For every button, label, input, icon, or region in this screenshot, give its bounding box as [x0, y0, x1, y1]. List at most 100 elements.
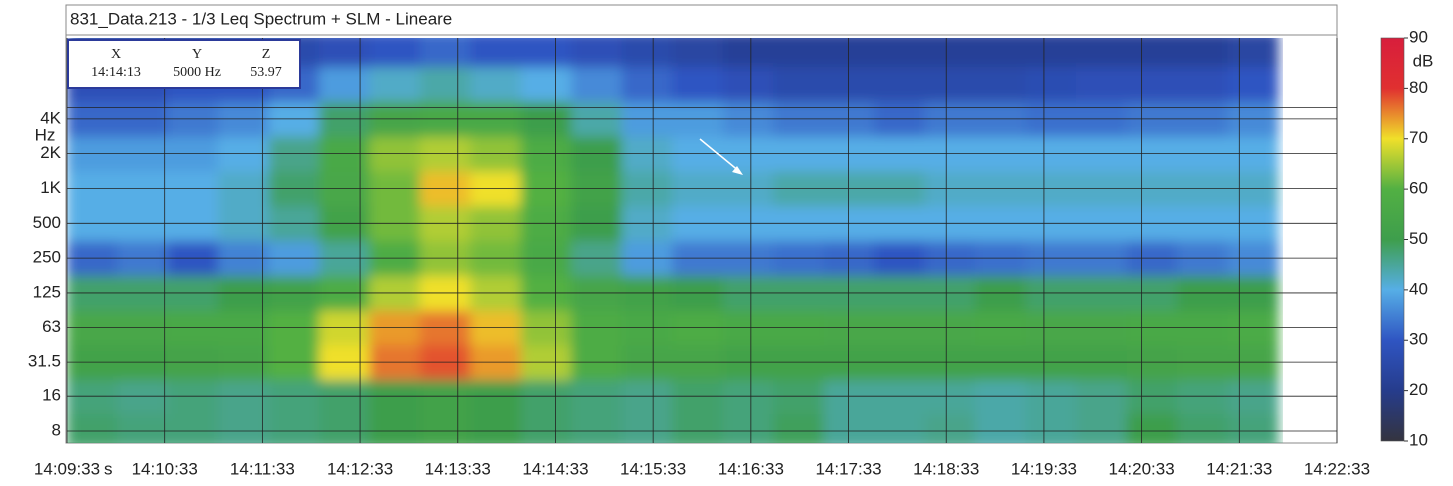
heat-cell: [874, 38, 926, 68]
heat-cell: [419, 66, 472, 102]
heat-cell: [924, 413, 977, 443]
heat-cell: [470, 66, 522, 102]
heat-cell: [975, 38, 1027, 68]
heat-cell: [1075, 413, 1128, 443]
heat-cell: [520, 66, 573, 102]
heat-cell: [975, 66, 1027, 102]
colorbar-tick-label: 80: [1409, 78, 1428, 97]
heat-cell: [823, 413, 876, 443]
colorbar-tick-label: 50: [1409, 229, 1428, 248]
x-tick-label: 14:19:33: [1011, 459, 1077, 478]
y-tick-label: 2K: [40, 143, 61, 162]
heat-cell: [722, 66, 775, 102]
heat-cell: [520, 38, 573, 68]
heat-cell: [1025, 66, 1077, 102]
heat-cell: [470, 413, 522, 443]
heat-cell: [318, 66, 371, 102]
heat-cell: [67, 413, 118, 443]
heatmap: [67, 38, 1279, 443]
y-tick-label: 8: [52, 420, 61, 439]
heat-cell: [672, 66, 724, 102]
x-tick-label: 14:18:33: [913, 459, 979, 478]
heat-cell: [1227, 38, 1279, 68]
x-tick-label: 14:22:33: [1304, 459, 1370, 478]
heat-cell: [318, 38, 371, 68]
heat-cell: [217, 413, 270, 443]
heat-cell: [470, 38, 522, 68]
colorbar-tick-label: 10: [1409, 430, 1428, 449]
heat-cell: [1025, 413, 1077, 443]
x-tick-label: 14:20:33: [1109, 459, 1175, 478]
y-tick-label: 31.5: [28, 352, 61, 371]
x-tick-label: 14:12:33: [327, 459, 393, 478]
x-tick-label: 14:17:33: [815, 459, 881, 478]
x-tick-label: 14:14:33: [522, 459, 588, 478]
heat-cell: [672, 38, 724, 68]
colorbar-label: dB: [1413, 51, 1434, 70]
heat-cell: [1176, 413, 1229, 443]
x-tick-label: 14:11:33: [230, 459, 295, 478]
y-tick-label: 125: [33, 282, 61, 301]
x-tick-label: 14:15:33: [620, 459, 686, 478]
heat-cell: [369, 66, 421, 102]
heat-cell: [167, 413, 219, 443]
arrow-head: [732, 166, 743, 175]
x-tick-label: 14:10:33: [132, 459, 198, 478]
heat-cell: [621, 38, 674, 68]
heat-cell: [823, 38, 876, 68]
heatmap-cells: [67, 38, 1279, 443]
heat-cell: [1176, 66, 1229, 102]
y-tick-label: 16: [42, 386, 61, 405]
colorbar-tick-label: 90: [1409, 27, 1428, 46]
heat-cell: [419, 38, 472, 68]
heat-cell: [1075, 38, 1128, 68]
cursor-box: [67, 39, 301, 89]
heat-cell: [722, 413, 775, 443]
heat-cell: [924, 66, 977, 102]
grid: [66, 38, 1338, 443]
cursor-header: X: [111, 47, 121, 62]
heat-cell: [924, 38, 977, 68]
heat-cell: [773, 38, 825, 68]
heat-cell: [1075, 66, 1128, 102]
heat-cell: [369, 413, 421, 443]
y-tick-label: 1K: [40, 178, 61, 197]
heat-cell: [672, 413, 724, 443]
heat-cell: [1126, 66, 1178, 102]
heat-cell: [1227, 66, 1279, 102]
heat-cell: [571, 413, 623, 443]
heat-cell: [975, 413, 1027, 443]
arrow: [699, 138, 741, 173]
heat-cell: [571, 66, 623, 102]
heat-cell: [621, 66, 674, 102]
heat-cell: [419, 413, 472, 443]
x-unit: s: [104, 459, 113, 478]
axis-labels: 8 16 31.5 63 125 250 500 1K 2K 4K 14:09:33 14:10:33…: [28, 108, 1370, 478]
heat-cell: [773, 413, 825, 443]
chart-title: 831_Data.213 - 1/3 Leq Spectrum + SLM - …: [70, 9, 452, 28]
heat-cell: [773, 66, 825, 102]
cursor-header: Z: [262, 47, 271, 62]
heat-cell: [1227, 413, 1279, 443]
colorbar-tick-label: 40: [1409, 279, 1428, 298]
heat-cell: [1126, 413, 1178, 443]
heat-cell: [318, 413, 371, 443]
colorbar-tick-label: 30: [1409, 330, 1428, 349]
cursor-x: 14:14:13: [91, 65, 141, 80]
heat-cell: [722, 38, 775, 68]
x-tick-label: 14:16:33: [718, 459, 784, 478]
x-tick-label: 14:21:33: [1206, 459, 1272, 478]
heat-cell: [268, 413, 320, 443]
heat-cell: [1025, 38, 1077, 68]
y-tick-label: 4K: [40, 108, 61, 127]
y-tick-label: 250: [33, 248, 61, 267]
heat-cell: [874, 413, 926, 443]
cursor-z: 53.97: [250, 65, 282, 80]
y-tick-label: 500: [33, 213, 61, 232]
heat-cell: [571, 38, 623, 68]
y-tick-label: 63: [42, 317, 61, 336]
colorbar-tick-label: 70: [1409, 128, 1428, 147]
colorbar: [1380, 37, 1405, 442]
cursor-y: 5000 Hz: [173, 65, 221, 80]
